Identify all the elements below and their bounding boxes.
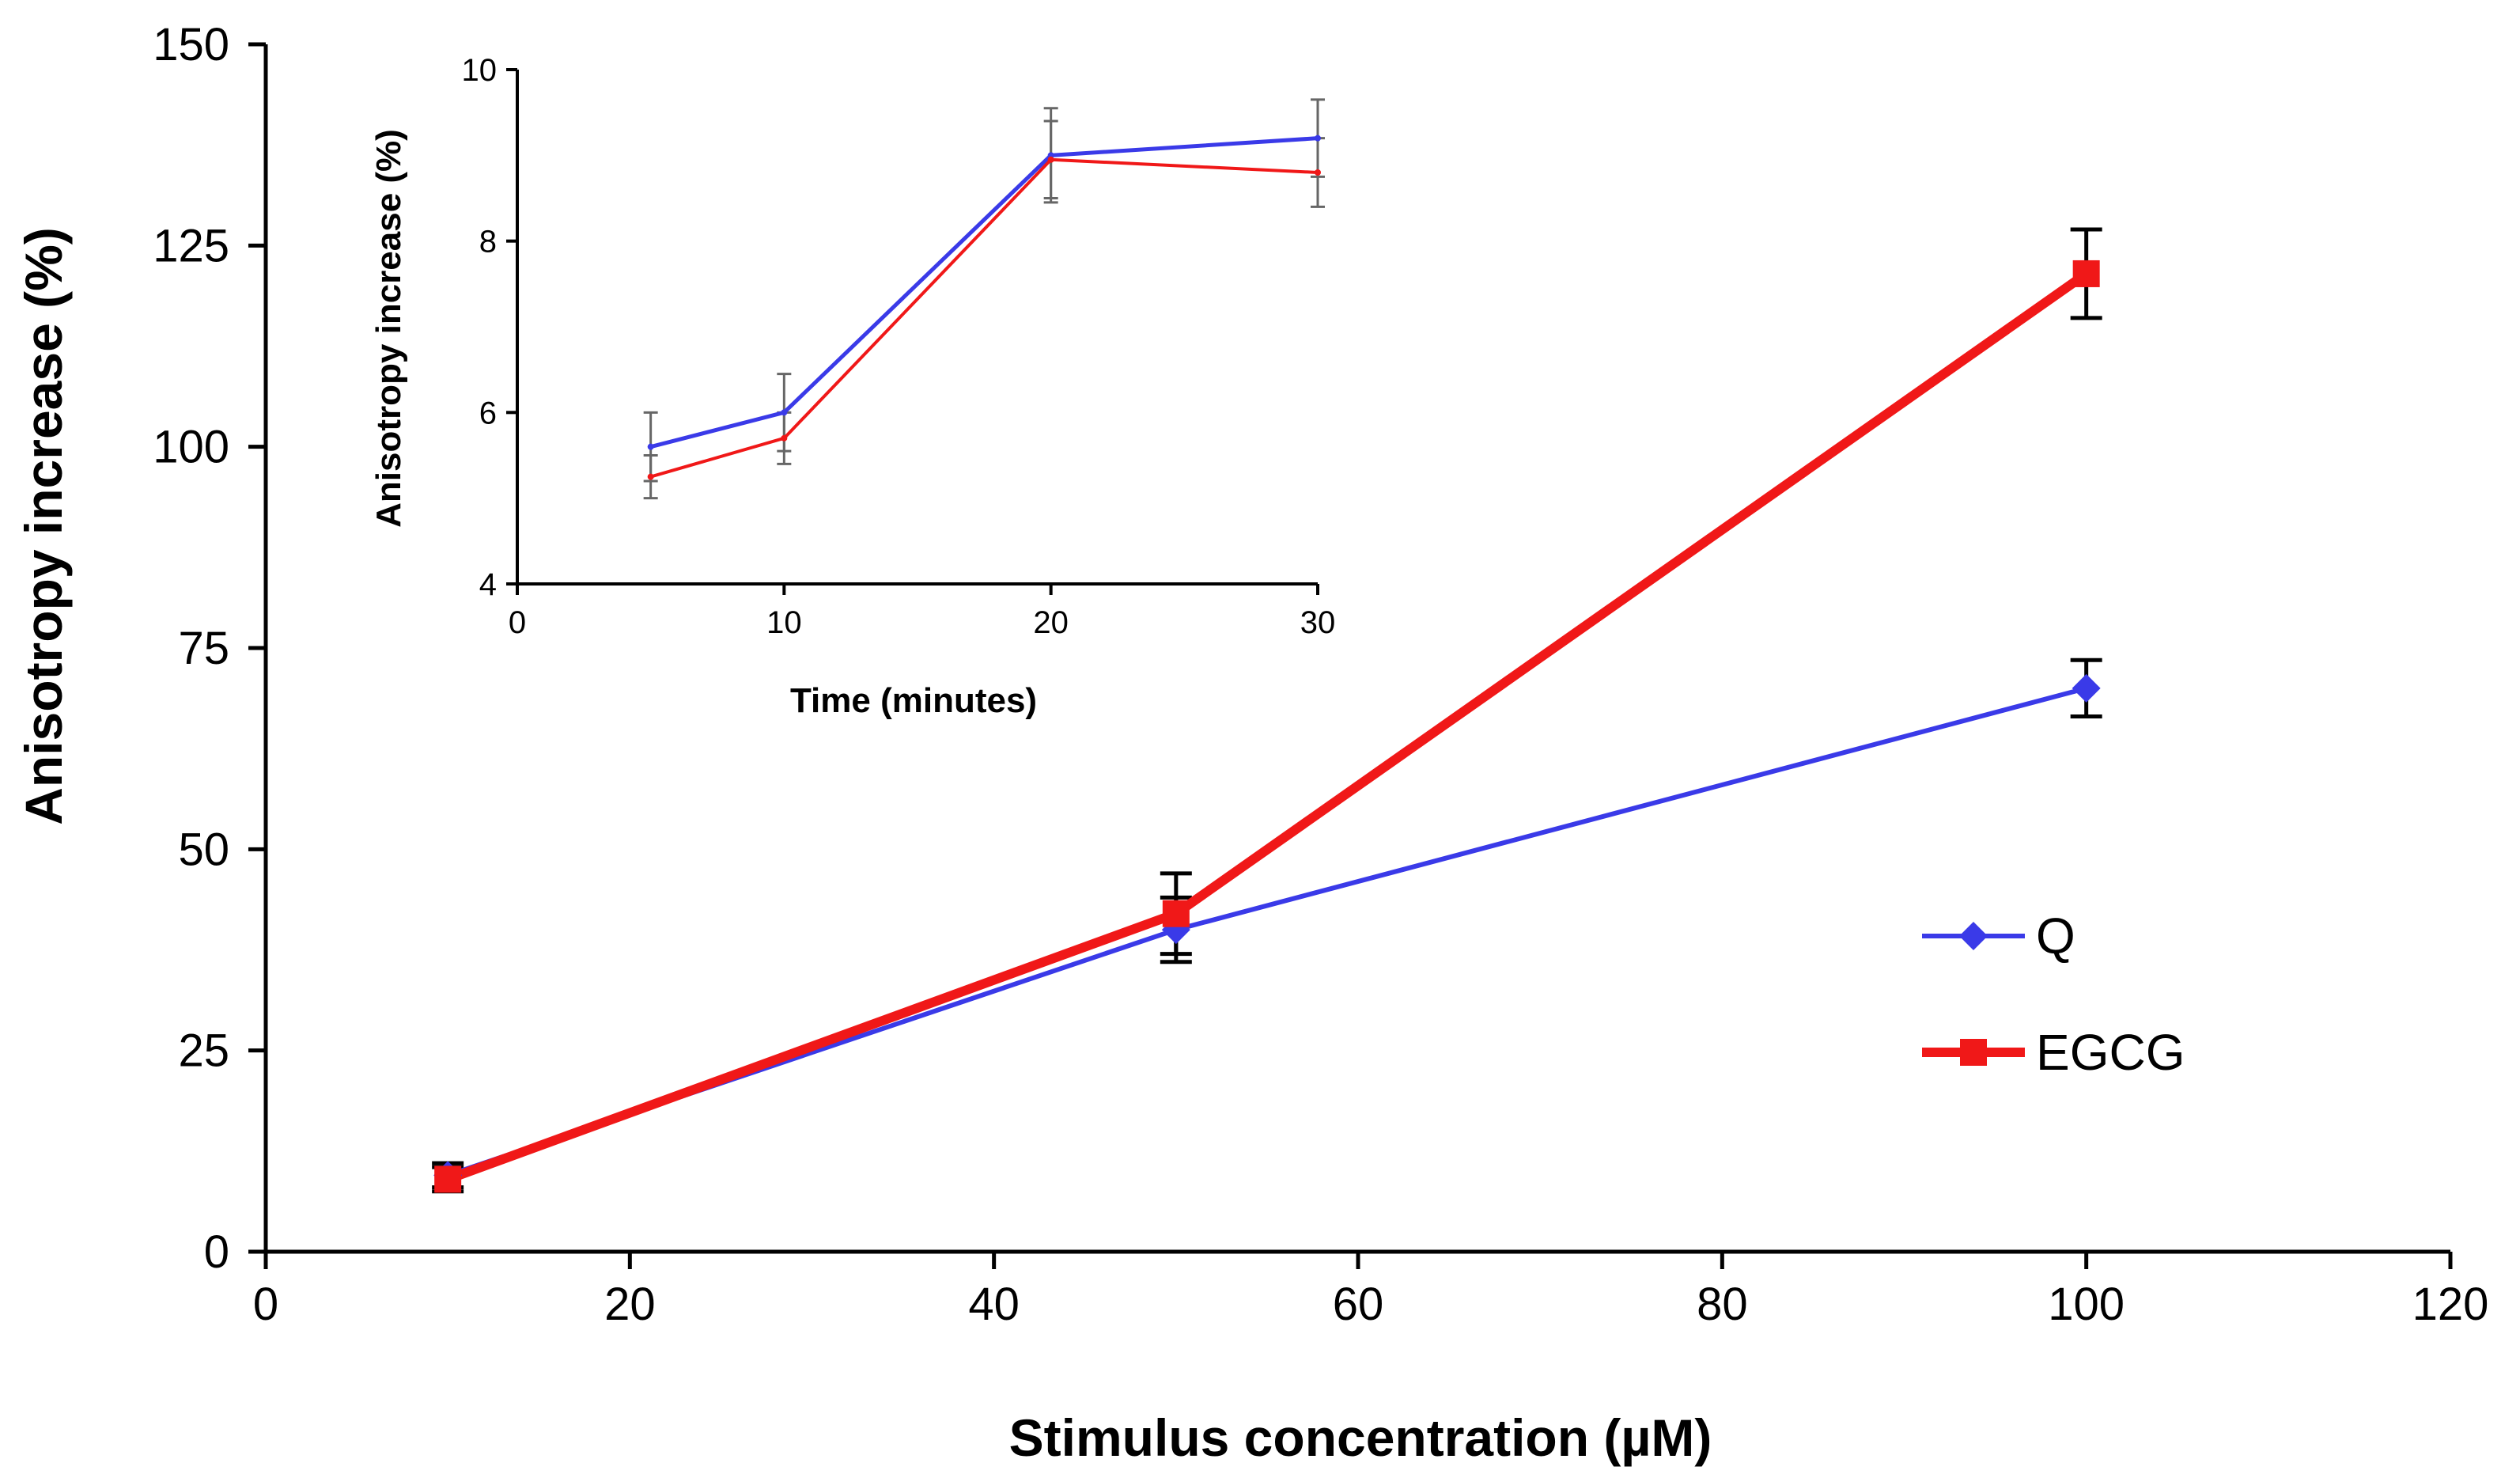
inset-point-egcg [647, 473, 654, 480]
main-y-tick-labels: 0 25 50 75 100 125 150 [153, 19, 229, 1278]
inset-axes [506, 68, 1319, 595]
inset-y-tick-label: 8 [479, 225, 497, 260]
inset-y-axis-title: Anisotropy increase (%) [369, 129, 408, 528]
main-x-tick-label: 0 [253, 1279, 278, 1330]
legend-item-q: Q [1922, 908, 2075, 964]
main-x-tick-label: 20 [604, 1279, 656, 1330]
inset-series-line-egcg [650, 157, 1319, 479]
main-point-egcg [434, 1165, 462, 1193]
main-axes [248, 42, 2453, 1269]
main-point-q [2072, 673, 2101, 703]
inset-y-tick-labels: 4 6 8 10 [462, 53, 498, 602]
main-y-tick-label: 125 [153, 220, 229, 271]
main-y-tick-label: 0 [204, 1226, 229, 1278]
inset-x-tick-label: 0 [509, 605, 526, 640]
inset-y-tick-label: 10 [462, 53, 498, 88]
legend-egcg-label: EGCG [2036, 1024, 2185, 1081]
inset-point-egcg [1315, 169, 1321, 176]
main-x-axis-title: Stimulus concentration (µM) [1009, 1408, 1712, 1467]
main-y-tick-label: 100 [153, 422, 229, 473]
main-y-tick-label: 25 [178, 1025, 229, 1077]
main-x-tick-label: 120 [2412, 1279, 2489, 1330]
legend: Q EGCG [1922, 908, 2185, 1081]
legend-q-marker [1959, 922, 1988, 950]
main-x-tick-labels: 0 20 40 60 80 100 120 [253, 1279, 2489, 1330]
inset-point-egcg [1047, 156, 1054, 163]
legend-q-label: Q [2036, 908, 2075, 964]
main-point-egcg [1162, 900, 1190, 927]
main-series-markers [433, 260, 2101, 1193]
inset-series-lines [647, 135, 1321, 480]
inset-point-q [781, 409, 788, 416]
inset-point-q [647, 443, 654, 450]
inset-point-egcg [781, 434, 788, 442]
main-y-axis-title: Anisotropy increase (%) [14, 227, 73, 825]
main-y-tick-label: 75 [178, 623, 229, 674]
inset-series-line-q [650, 136, 1319, 449]
inset-chart: 0 10 20 30 4 6 8 10 Time (minutes) Anisotropy … [369, 53, 1335, 720]
inset-y-tick-label: 4 [479, 567, 497, 602]
inset-x-tick-label: 30 [1300, 605, 1336, 640]
main-y-tick-label: 50 [178, 824, 229, 875]
main-point-egcg [2072, 260, 2100, 287]
inset-x-axis-title: Time (minutes) [790, 681, 1037, 720]
inset-x-tick-label: 10 [766, 605, 802, 640]
main-y-tick-label: 150 [153, 19, 229, 70]
inset-x-tick-labels: 0 10 20 30 [509, 605, 1335, 640]
legend-egcg-marker [1960, 1039, 1987, 1066]
main-x-tick-label: 60 [1333, 1279, 1384, 1330]
main-x-tick-label: 100 [2048, 1279, 2125, 1330]
legend-item-egcg: EGCG [1922, 1024, 2185, 1081]
main-x-tick-label: 40 [968, 1279, 1020, 1330]
inset-point-q [1315, 135, 1321, 142]
inset-y-tick-label: 6 [479, 396, 497, 430]
main-x-tick-label: 80 [1697, 1279, 1748, 1330]
inset-x-tick-label: 20 [1033, 605, 1069, 640]
